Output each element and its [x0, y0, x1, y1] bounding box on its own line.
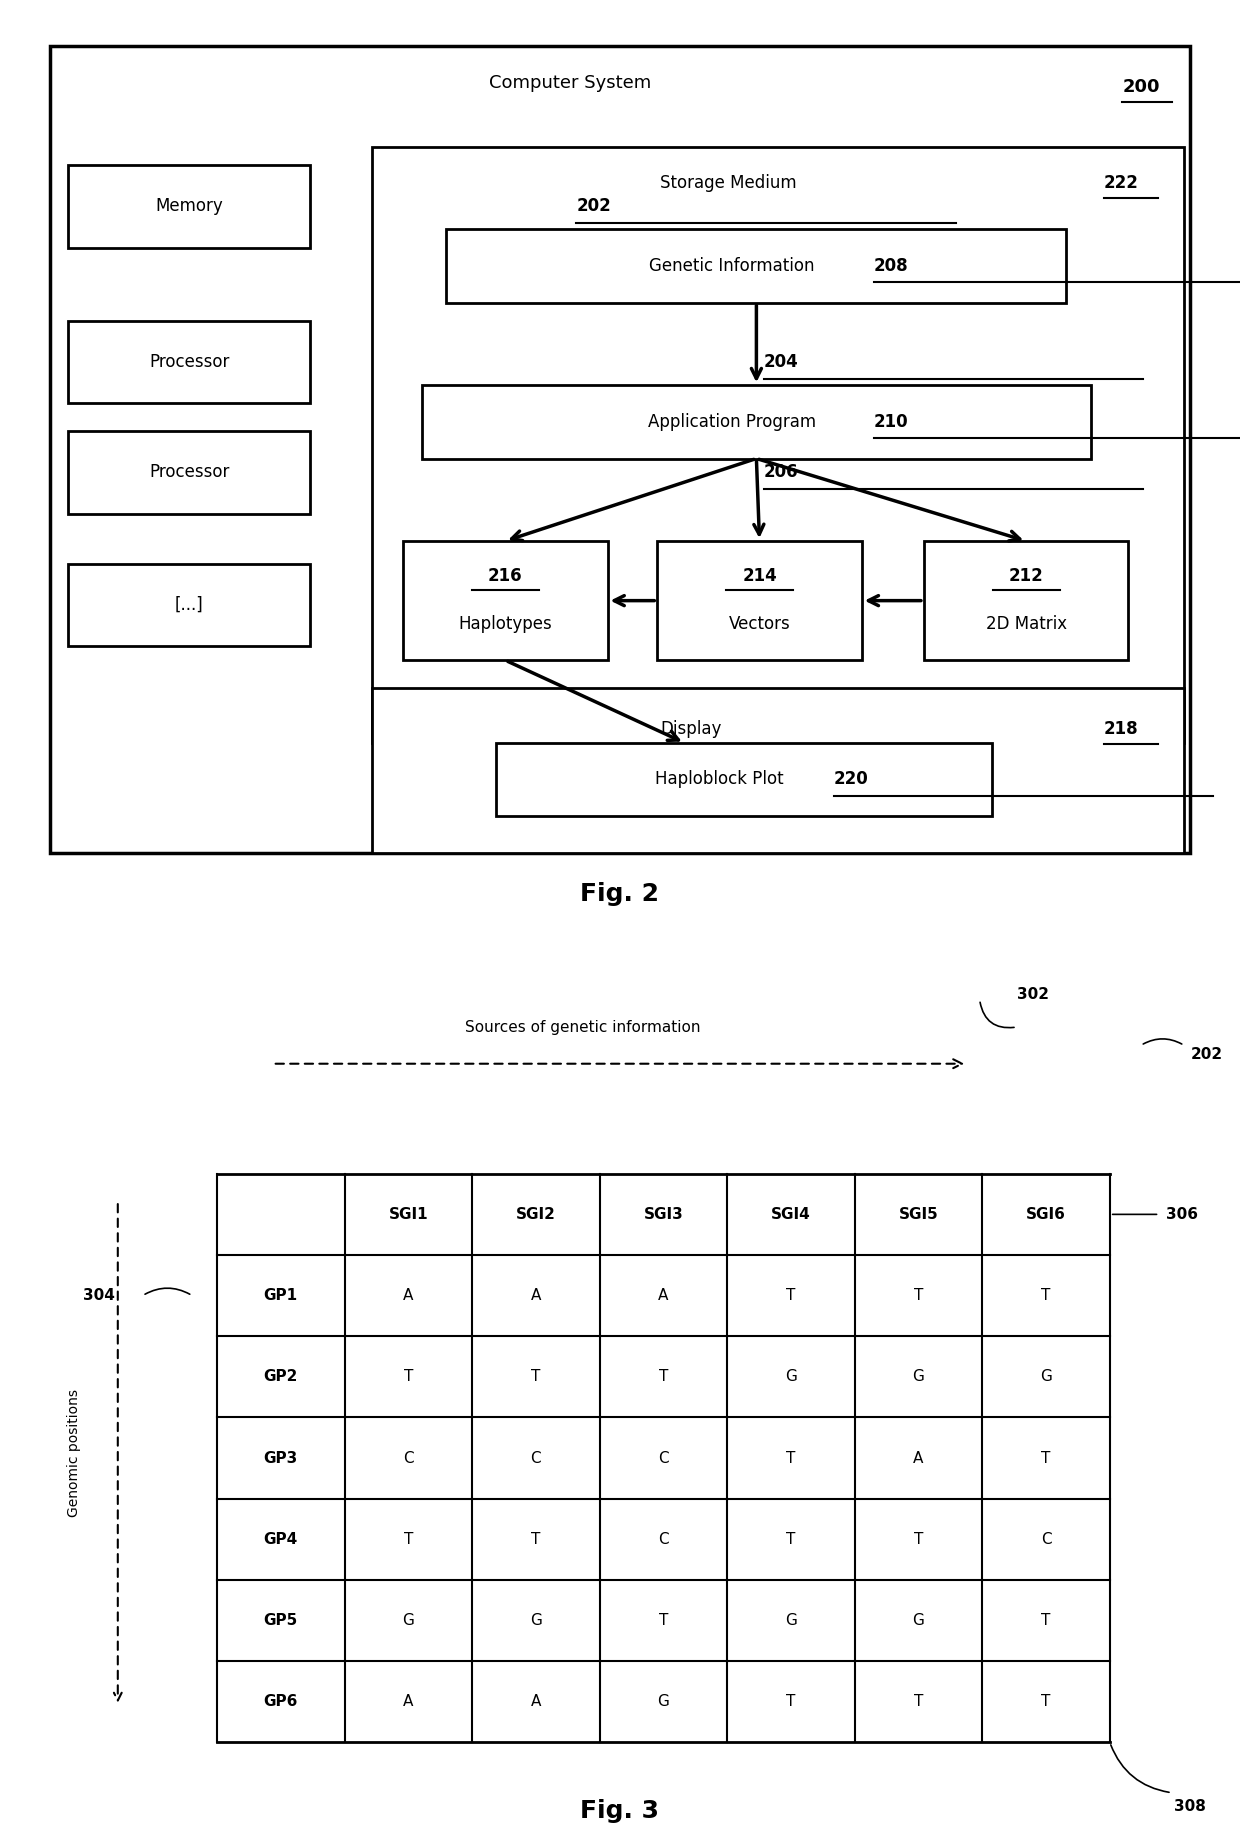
- Text: T: T: [531, 1531, 541, 1546]
- Text: Display: Display: [661, 721, 722, 737]
- Text: Computer System: Computer System: [490, 73, 651, 92]
- Bar: [50, 46, 1190, 853]
- Text: Processor: Processor: [149, 354, 229, 370]
- Text: T: T: [786, 1287, 796, 1304]
- Text: 204: 204: [764, 354, 799, 370]
- Text: G: G: [1040, 1370, 1052, 1385]
- Text: 200: 200: [1122, 79, 1159, 95]
- Text: 216: 216: [489, 567, 522, 585]
- Text: SGI4: SGI4: [771, 1207, 811, 1221]
- Text: 308: 308: [1174, 1799, 1207, 1814]
- Text: 214: 214: [742, 567, 777, 585]
- Text: Fig. 2: Fig. 2: [580, 882, 660, 906]
- Text: Haplotypes: Haplotypes: [459, 614, 552, 633]
- Text: C: C: [531, 1451, 541, 1465]
- Text: G: G: [785, 1370, 797, 1385]
- Text: SGI3: SGI3: [644, 1207, 683, 1221]
- Text: G: G: [657, 1695, 670, 1709]
- Bar: [68, 565, 310, 647]
- Text: GP5: GP5: [264, 1612, 298, 1629]
- Text: G: G: [529, 1612, 542, 1629]
- Bar: [924, 541, 1128, 660]
- Text: SGI2: SGI2: [516, 1207, 556, 1221]
- Text: Processor: Processor: [149, 464, 229, 481]
- Bar: [403, 541, 608, 660]
- Text: T: T: [1042, 1287, 1050, 1304]
- Text: T: T: [531, 1370, 541, 1385]
- Text: 2D Matrix: 2D Matrix: [986, 614, 1066, 633]
- Text: 202: 202: [1190, 1047, 1223, 1062]
- Text: GP6: GP6: [264, 1695, 298, 1709]
- Text: G: G: [913, 1612, 925, 1629]
- Text: A: A: [658, 1287, 668, 1304]
- Text: Genetic Information: Genetic Information: [649, 257, 815, 275]
- Text: SGI1: SGI1: [388, 1207, 428, 1221]
- Text: T: T: [658, 1612, 668, 1629]
- Text: C: C: [403, 1451, 414, 1465]
- Text: T: T: [404, 1531, 413, 1546]
- Bar: [372, 147, 1184, 743]
- Text: A: A: [403, 1695, 413, 1709]
- Text: 222: 222: [1104, 174, 1138, 193]
- Bar: [372, 688, 1184, 853]
- Bar: [68, 321, 310, 403]
- Text: SGI6: SGI6: [1025, 1207, 1066, 1221]
- Bar: [68, 165, 310, 248]
- Text: Application Program: Application Program: [647, 413, 816, 431]
- Text: C: C: [658, 1451, 668, 1465]
- Text: GP1: GP1: [264, 1287, 298, 1304]
- Bar: [68, 431, 310, 514]
- Text: 206: 206: [764, 464, 799, 481]
- Text: G: G: [402, 1612, 414, 1629]
- Text: GP4: GP4: [264, 1531, 298, 1546]
- Text: A: A: [914, 1451, 924, 1465]
- Text: 212: 212: [1008, 567, 1044, 585]
- Text: Fig. 3: Fig. 3: [580, 1799, 660, 1823]
- Text: T: T: [658, 1370, 668, 1385]
- Text: 202: 202: [577, 198, 611, 215]
- Text: Haploblock Plot: Haploblock Plot: [655, 770, 784, 789]
- Text: C: C: [658, 1531, 668, 1546]
- Text: T: T: [786, 1451, 796, 1465]
- Text: C: C: [1040, 1531, 1052, 1546]
- Text: Genomic positions: Genomic positions: [67, 1390, 82, 1517]
- Text: 220: 220: [835, 770, 869, 789]
- Text: T: T: [1042, 1612, 1050, 1629]
- Text: T: T: [1042, 1451, 1050, 1465]
- Text: T: T: [404, 1370, 413, 1385]
- Text: G: G: [913, 1370, 925, 1385]
- Text: Vectors: Vectors: [729, 614, 790, 633]
- Text: T: T: [786, 1695, 796, 1709]
- Text: 304: 304: [83, 1287, 115, 1304]
- Text: 218: 218: [1104, 721, 1138, 737]
- Text: A: A: [403, 1287, 413, 1304]
- Text: G: G: [785, 1612, 797, 1629]
- Text: T: T: [914, 1287, 923, 1304]
- Text: GP2: GP2: [264, 1370, 298, 1385]
- Bar: [496, 743, 992, 816]
- Text: Storage Medium: Storage Medium: [660, 174, 797, 193]
- Text: A: A: [531, 1287, 541, 1304]
- Text: T: T: [1042, 1695, 1050, 1709]
- Bar: [422, 385, 1091, 458]
- Text: SGI5: SGI5: [899, 1207, 939, 1221]
- Text: T: T: [786, 1531, 796, 1546]
- Text: [...]: [...]: [175, 596, 203, 614]
- Text: GP3: GP3: [264, 1451, 298, 1465]
- Bar: [657, 541, 862, 660]
- Bar: [446, 229, 1066, 303]
- Text: T: T: [914, 1695, 923, 1709]
- Text: 306: 306: [1166, 1207, 1198, 1221]
- Text: 208: 208: [873, 257, 908, 275]
- Text: T: T: [914, 1531, 923, 1546]
- Text: 210: 210: [873, 413, 908, 431]
- Text: 302: 302: [1017, 987, 1049, 1003]
- Text: A: A: [531, 1695, 541, 1709]
- Text: Sources of genetic information: Sources of genetic information: [465, 1020, 701, 1034]
- Text: Memory: Memory: [155, 198, 223, 215]
